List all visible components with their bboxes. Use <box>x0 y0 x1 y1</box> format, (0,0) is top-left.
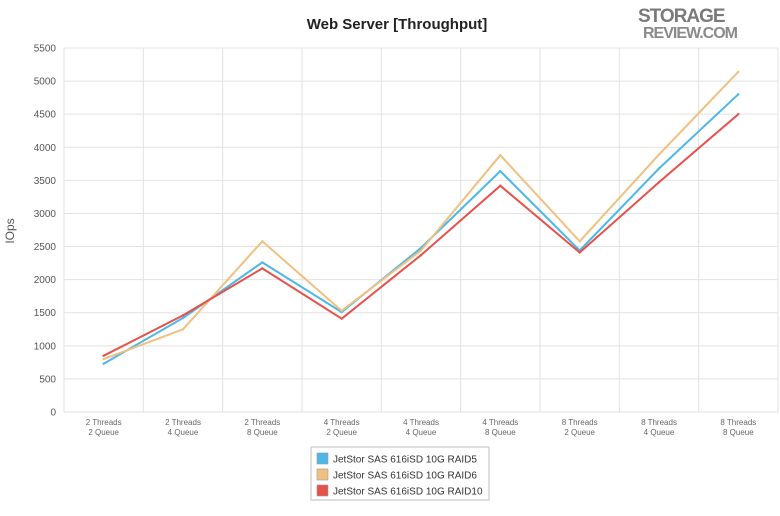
y-tick-label: 2500 <box>34 242 57 253</box>
grid <box>63 47 779 413</box>
data-point <box>578 251 581 254</box>
y-tick-label: 5500 <box>34 44 57 55</box>
x-tick-label-line: 4 Threads <box>403 418 439 427</box>
watermark-logo-line2: REVIEW.COM <box>643 25 738 42</box>
x-tick-label-line: 8 Threads <box>562 418 598 427</box>
legend: JetStor SAS 616iSD 10G RAID5 JetStor SAS … <box>310 446 490 501</box>
x-tick-label-line: 4 Queue <box>406 428 437 437</box>
x-tick-label: 4 Threads 2 Queue <box>324 418 360 437</box>
data-point <box>578 240 581 243</box>
watermark-logo-line1: STORAGE <box>638 6 725 27</box>
data-point <box>737 93 740 96</box>
data-point <box>419 253 423 257</box>
x-tick-label-line: 2 Queue <box>326 428 357 437</box>
data-point <box>102 362 105 365</box>
x-tick-label-line: 8 Queue <box>485 428 516 437</box>
data-point <box>657 167 661 170</box>
x-tick-label-line: 2 Threads <box>86 418 122 427</box>
data-point <box>499 169 502 173</box>
y-tick-label: 1000 <box>34 341 57 352</box>
y-tick-label: 500 <box>39 374 56 385</box>
x-tick-label-line: 4 Threads <box>324 418 360 427</box>
x-tick-label-line: 2 Threads <box>244 418 280 427</box>
y-axis-ticks: 0 500 1000 1500 2000 2500 3000 3500 4000 4500 5000… <box>34 44 57 419</box>
data-point <box>657 181 661 184</box>
x-tick-label-line: 8 Queue <box>723 428 754 437</box>
x-tick-label-line: 4 Queue <box>168 428 199 437</box>
data-point <box>419 249 423 252</box>
x-tick-label: 2 Threads 8 Queue <box>244 418 280 437</box>
series-line-2 <box>102 70 740 361</box>
data-point <box>657 153 661 156</box>
legend-swatch <box>316 484 329 497</box>
data-point <box>340 309 343 312</box>
x-tick-label: 2 Threads 2 Queue <box>86 418 122 437</box>
legend-swatch <box>316 468 329 481</box>
data-point <box>261 240 264 243</box>
x-tick-label-line: 2 Queue <box>88 428 119 437</box>
y-tick-label: 1500 <box>34 308 57 319</box>
data-point <box>261 261 264 264</box>
y-tick-label: 4000 <box>34 143 57 154</box>
data-point <box>340 317 343 320</box>
series-lines <box>102 70 740 365</box>
x-tick-label-line: 8 Queue <box>247 428 278 437</box>
legend-label: JetStor SAS 616iSD 10G RAID6 <box>333 471 477 482</box>
x-tick-label: 8 Threads 2 Queue <box>562 418 598 437</box>
y-tick-label: 5000 <box>34 77 57 88</box>
data-point <box>181 314 185 317</box>
legend-label: JetStor SAS 616iSD 10G RAID5 <box>333 455 477 466</box>
x-tick-label-line: 2 Queue <box>564 428 595 437</box>
y-tick-label: 4500 <box>34 110 57 121</box>
data-point <box>181 316 185 320</box>
x-tick-label: 4 Threads 8 Queue <box>482 418 518 437</box>
y-tick-label: 3000 <box>34 209 57 220</box>
x-tick-label-line: 8 Threads <box>720 418 756 427</box>
data-point <box>499 184 502 187</box>
y-tick-label: 3500 <box>34 176 57 187</box>
y-tick-label: 2000 <box>34 275 57 286</box>
x-tick-label: 4 Threads 4 Queue <box>403 418 439 437</box>
data-point <box>102 357 105 361</box>
chart-title: Web Server [Throughput] <box>307 16 488 33</box>
x-tick-label: 2 Threads 4 Queue <box>165 418 201 437</box>
series-line-3 <box>102 113 740 357</box>
x-tick-label-line: 4 Threads <box>482 418 518 427</box>
series-line-1 <box>102 93 740 365</box>
legend-label: JetStor SAS 616iSD 10G RAID10 <box>333 487 483 498</box>
legend-swatch <box>316 452 329 465</box>
watermark-logo: STORAGE REVIEW.COM <box>638 6 739 42</box>
data-point <box>499 154 502 157</box>
data-point <box>261 267 264 270</box>
y-axis-label: IOps <box>3 218 17 243</box>
legend-box <box>310 446 490 501</box>
data-point <box>737 70 740 74</box>
x-tick-label-line: 4 Queue <box>644 428 675 437</box>
x-tick-label: 8 Threads 8 Queue <box>720 418 756 437</box>
x-tick-label: 8 Threads 4 Queue <box>641 418 677 437</box>
data-point <box>102 354 105 357</box>
data-point <box>181 328 185 331</box>
x-tick-label-line: 8 Threads <box>641 418 677 427</box>
data-point <box>737 112 740 116</box>
x-tick-label-line: 2 Threads <box>165 418 201 427</box>
y-tick-label: 0 <box>50 408 56 419</box>
